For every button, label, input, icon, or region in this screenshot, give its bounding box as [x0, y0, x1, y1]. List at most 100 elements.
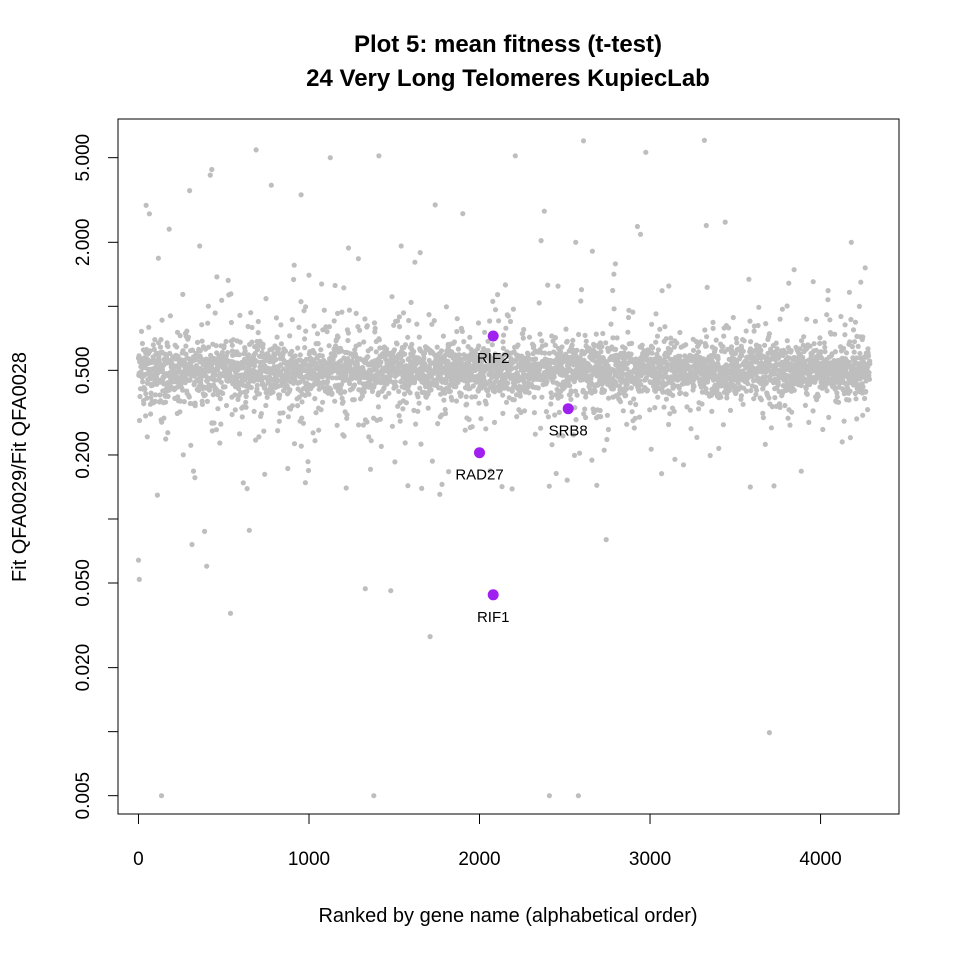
- data-point: [463, 394, 469, 400]
- outlier-point: [362, 586, 368, 592]
- data-point: [620, 408, 626, 414]
- data-point: [747, 484, 753, 490]
- data-point: [503, 399, 510, 405]
- data-point: [824, 388, 830, 394]
- data-point: [496, 318, 502, 324]
- data-point: [589, 248, 596, 254]
- data-point: [338, 390, 344, 396]
- data-point: [234, 360, 240, 366]
- y-tick-label: 0.200: [73, 431, 94, 479]
- data-point: [548, 390, 554, 396]
- data-point: [238, 390, 244, 396]
- data-point: [576, 331, 582, 338]
- data-point: [553, 470, 559, 477]
- data-point: [709, 408, 715, 414]
- data-point: [282, 348, 289, 354]
- data-point: [285, 414, 291, 420]
- data-point: [291, 262, 297, 268]
- data-point: [303, 304, 309, 310]
- data-point: [843, 350, 850, 356]
- data-point: [677, 329, 683, 336]
- data-point: [302, 345, 308, 351]
- data-point: [243, 404, 249, 410]
- data-point: [683, 342, 689, 348]
- data-point: [489, 342, 495, 348]
- data-point: [213, 372, 219, 378]
- data-point: [180, 348, 186, 354]
- data-point: [847, 435, 854, 441]
- data-point: [537, 331, 543, 337]
- data-point: [601, 388, 608, 394]
- data-point: [678, 390, 684, 396]
- data-point: [661, 404, 667, 410]
- data-point: [167, 313, 173, 319]
- data-point: [353, 310, 359, 316]
- data-point: [396, 388, 402, 394]
- data-point: [235, 396, 241, 402]
- y-axis-label: Fit QFA0029/Fit QFA0028: [9, 352, 31, 582]
- data-point: [806, 419, 812, 425]
- data-point: [549, 442, 555, 448]
- data-point: [311, 350, 317, 356]
- data-point: [610, 287, 616, 294]
- data-point: [454, 316, 460, 322]
- data-point: [356, 341, 362, 347]
- data-point: [791, 267, 797, 273]
- data-point: [332, 282, 338, 289]
- data-point: [460, 211, 466, 217]
- data-point: [207, 172, 213, 178]
- data-point: [189, 541, 195, 548]
- highlight-label-rif1: RIF1: [477, 609, 510, 626]
- data-point: [659, 288, 665, 294]
- data-point: [183, 351, 189, 357]
- data-point: [202, 528, 208, 535]
- data-point: [531, 410, 538, 416]
- data-point: [260, 341, 266, 347]
- data-point: [159, 367, 166, 373]
- data-point: [525, 352, 531, 358]
- data-point: [503, 325, 509, 331]
- data-point: [593, 331, 599, 337]
- data-point: [634, 223, 641, 230]
- data-point: [704, 334, 710, 340]
- data-point: [194, 339, 201, 345]
- data-point: [520, 335, 526, 341]
- data-point: [696, 406, 702, 412]
- data-point: [148, 390, 154, 396]
- x-tick-label: 3000: [629, 849, 671, 870]
- data-point: [403, 400, 409, 406]
- data-point: [237, 339, 243, 345]
- data-point: [617, 399, 624, 405]
- data-point: [824, 312, 830, 318]
- data-point: [155, 255, 161, 261]
- data-point: [758, 397, 765, 403]
- data-point: [305, 467, 312, 474]
- data-point: [159, 317, 165, 323]
- data-point: [396, 413, 402, 419]
- data-point: [396, 324, 403, 330]
- data-point: [671, 408, 677, 414]
- data-point: [313, 410, 319, 416]
- data-point: [499, 484, 505, 490]
- data-point: [402, 342, 409, 348]
- data-point: [251, 408, 257, 414]
- data-point: [439, 481, 445, 487]
- data-point: [772, 395, 778, 401]
- data-point: [418, 441, 424, 447]
- data-point: [603, 340, 609, 346]
- data-point: [722, 219, 728, 225]
- data-point: [375, 404, 381, 410]
- data-point: [754, 387, 760, 393]
- data-point: [836, 399, 842, 405]
- data-point: [442, 390, 448, 396]
- data-point: [411, 349, 417, 355]
- data-point: [690, 347, 697, 353]
- data-point: [865, 353, 872, 359]
- data-point: [703, 343, 709, 349]
- data-point: [666, 421, 672, 428]
- data-point: [614, 335, 620, 341]
- data-point: [417, 250, 423, 256]
- data-point: [364, 419, 370, 425]
- data-point: [548, 401, 554, 407]
